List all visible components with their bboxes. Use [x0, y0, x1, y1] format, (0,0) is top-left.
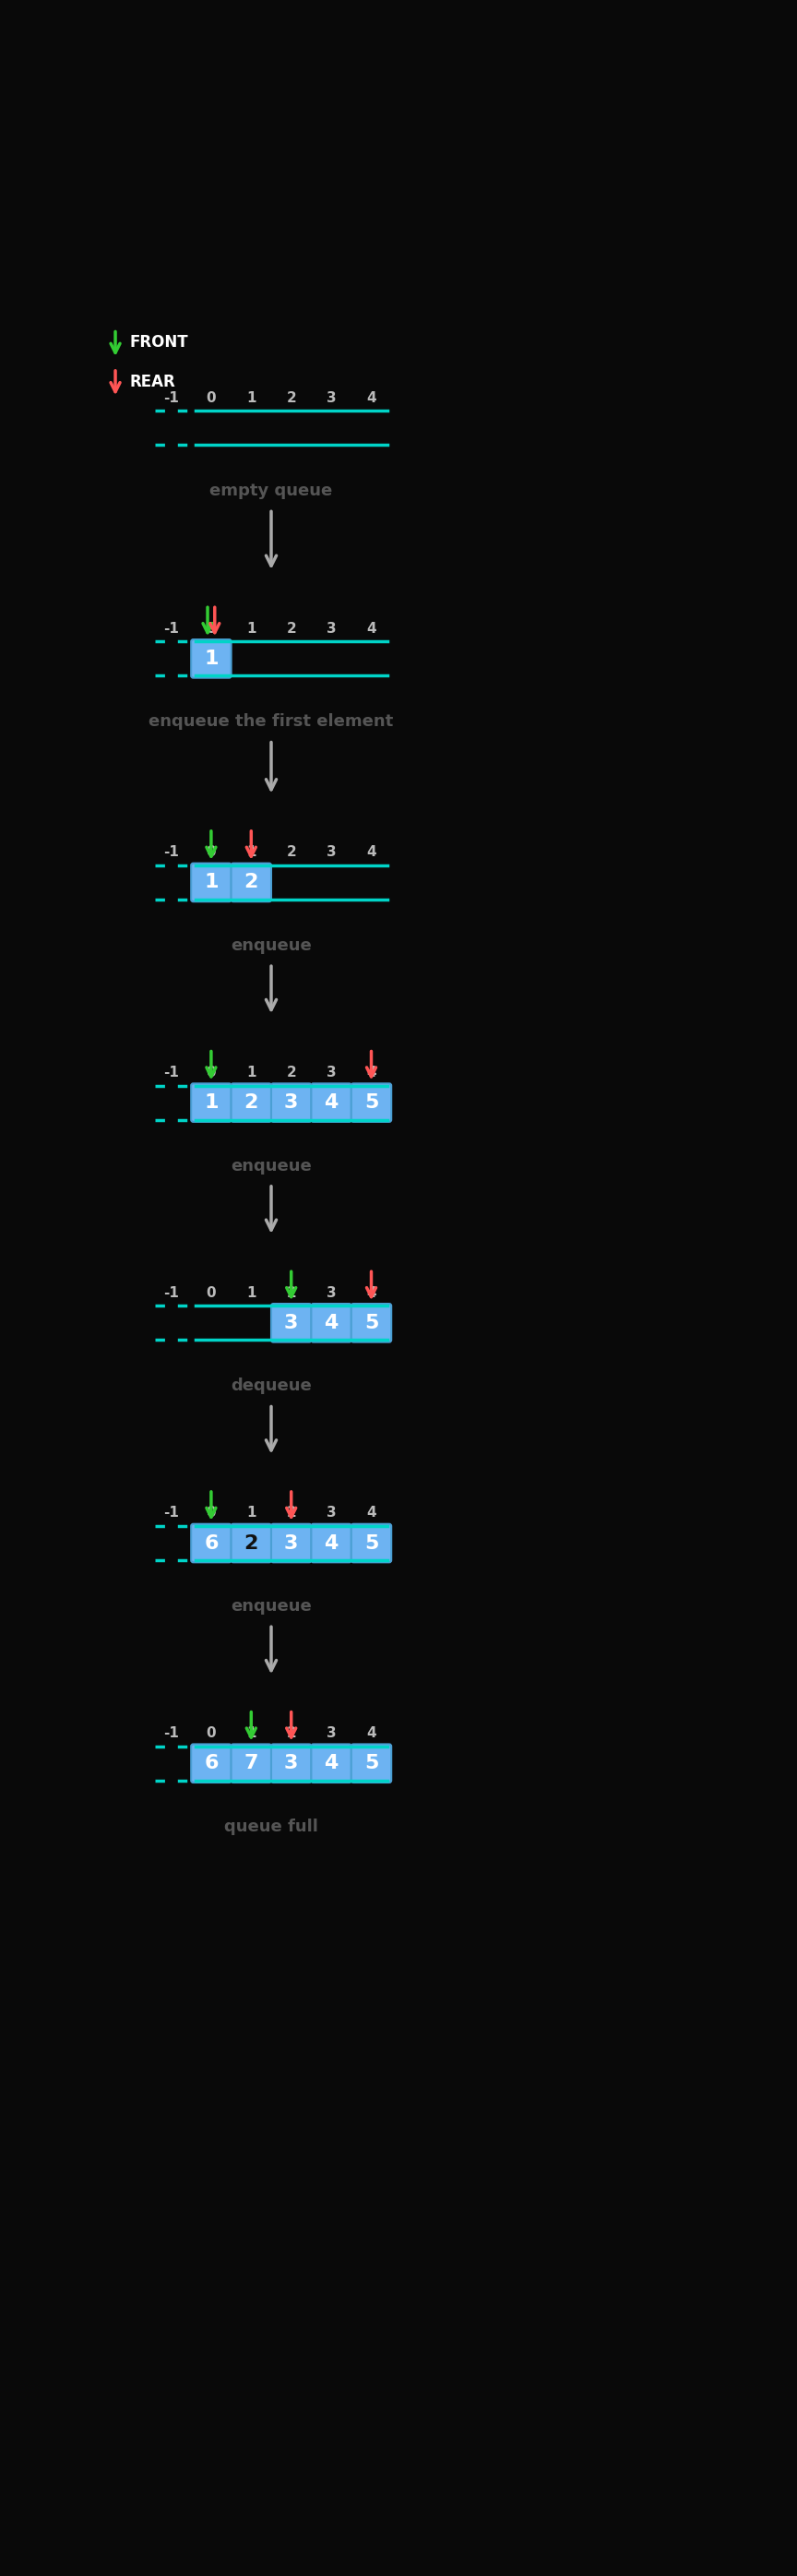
- Text: enqueue the first element: enqueue the first element: [149, 714, 394, 729]
- Text: 5: 5: [364, 1533, 379, 1553]
- FancyBboxPatch shape: [351, 1744, 391, 1783]
- Text: -1: -1: [163, 1507, 179, 1520]
- Text: -1: -1: [163, 1726, 179, 1741]
- Text: 4: 4: [324, 1533, 339, 1553]
- FancyBboxPatch shape: [351, 1084, 391, 1123]
- Text: 3: 3: [284, 1314, 298, 1332]
- Text: 2: 2: [286, 1066, 296, 1079]
- Text: 2: 2: [286, 845, 296, 860]
- Text: 6: 6: [204, 1533, 218, 1553]
- Text: -1: -1: [163, 1285, 179, 1301]
- FancyBboxPatch shape: [191, 863, 231, 902]
- FancyBboxPatch shape: [271, 1744, 312, 1783]
- FancyBboxPatch shape: [191, 639, 231, 677]
- Text: 2: 2: [286, 392, 296, 404]
- Text: 0: 0: [206, 621, 216, 636]
- Text: FRONT: FRONT: [130, 335, 188, 350]
- Text: 3: 3: [326, 1726, 336, 1741]
- Text: 4: 4: [367, 392, 376, 404]
- Text: 1: 1: [246, 1507, 256, 1520]
- Text: 3: 3: [326, 1066, 336, 1079]
- FancyBboxPatch shape: [312, 1084, 351, 1123]
- Text: -1: -1: [163, 845, 179, 860]
- Text: 3: 3: [284, 1533, 298, 1553]
- FancyBboxPatch shape: [312, 1744, 351, 1783]
- Text: REAR: REAR: [130, 374, 175, 389]
- FancyBboxPatch shape: [231, 1525, 271, 1561]
- Text: 4: 4: [367, 1507, 376, 1520]
- FancyBboxPatch shape: [312, 1525, 351, 1561]
- Text: 2: 2: [286, 621, 296, 636]
- Text: 3: 3: [326, 1507, 336, 1520]
- Text: -1: -1: [163, 1066, 179, 1079]
- Text: 1: 1: [246, 621, 256, 636]
- Text: 4: 4: [324, 1314, 339, 1332]
- Text: 4: 4: [324, 1754, 339, 1772]
- Text: 4: 4: [367, 1726, 376, 1741]
- Text: 7: 7: [244, 1754, 258, 1772]
- FancyBboxPatch shape: [271, 1084, 312, 1123]
- FancyBboxPatch shape: [231, 863, 271, 902]
- Text: 6: 6: [204, 1754, 218, 1772]
- FancyBboxPatch shape: [351, 1303, 391, 1342]
- Text: 3: 3: [326, 621, 336, 636]
- Text: 1: 1: [246, 392, 256, 404]
- Text: empty queue: empty queue: [210, 482, 332, 500]
- FancyBboxPatch shape: [351, 1525, 391, 1561]
- Text: 3: 3: [326, 845, 336, 860]
- Text: 0: 0: [206, 392, 216, 404]
- Text: -1: -1: [163, 621, 179, 636]
- Text: 4: 4: [324, 1092, 339, 1113]
- Text: 1: 1: [204, 873, 218, 891]
- Text: 0: 0: [206, 845, 216, 860]
- Text: 3: 3: [326, 1285, 336, 1301]
- Text: 0: 0: [206, 1507, 216, 1520]
- FancyBboxPatch shape: [191, 1744, 231, 1783]
- FancyBboxPatch shape: [271, 1303, 312, 1342]
- Text: 4: 4: [367, 621, 376, 636]
- Text: -1: -1: [163, 392, 179, 404]
- Text: 1: 1: [246, 845, 256, 860]
- FancyBboxPatch shape: [191, 1525, 231, 1561]
- FancyBboxPatch shape: [231, 1744, 271, 1783]
- Text: 1: 1: [246, 1726, 256, 1741]
- Text: 3: 3: [326, 392, 336, 404]
- FancyBboxPatch shape: [271, 1525, 312, 1561]
- FancyBboxPatch shape: [191, 1084, 231, 1123]
- Text: 2: 2: [286, 1285, 296, 1301]
- Text: 2: 2: [286, 1507, 296, 1520]
- Text: 1: 1: [246, 1285, 256, 1301]
- Text: 5: 5: [364, 1092, 379, 1113]
- Text: queue full: queue full: [224, 1819, 318, 1834]
- Text: 5: 5: [364, 1314, 379, 1332]
- Text: 4: 4: [367, 845, 376, 860]
- Text: 3: 3: [284, 1754, 298, 1772]
- Text: 2: 2: [244, 873, 258, 891]
- Text: 2: 2: [244, 1533, 258, 1553]
- Text: 0: 0: [206, 1285, 216, 1301]
- Text: 0: 0: [206, 1726, 216, 1741]
- Text: enqueue: enqueue: [230, 1597, 312, 1615]
- Text: dequeue: dequeue: [230, 1378, 312, 1394]
- Text: 2: 2: [244, 1092, 258, 1113]
- Text: 4: 4: [367, 1066, 376, 1079]
- Text: 2: 2: [286, 1726, 296, 1741]
- Text: enqueue: enqueue: [230, 1157, 312, 1175]
- Text: 1: 1: [204, 1092, 218, 1113]
- FancyBboxPatch shape: [312, 1303, 351, 1342]
- Text: 3: 3: [284, 1092, 298, 1113]
- Text: 4: 4: [367, 1285, 376, 1301]
- Text: enqueue: enqueue: [230, 938, 312, 953]
- FancyBboxPatch shape: [231, 1084, 271, 1123]
- Text: 1: 1: [246, 1066, 256, 1079]
- Text: 1: 1: [204, 649, 218, 667]
- Text: 5: 5: [364, 1754, 379, 1772]
- Text: 0: 0: [206, 1066, 216, 1079]
